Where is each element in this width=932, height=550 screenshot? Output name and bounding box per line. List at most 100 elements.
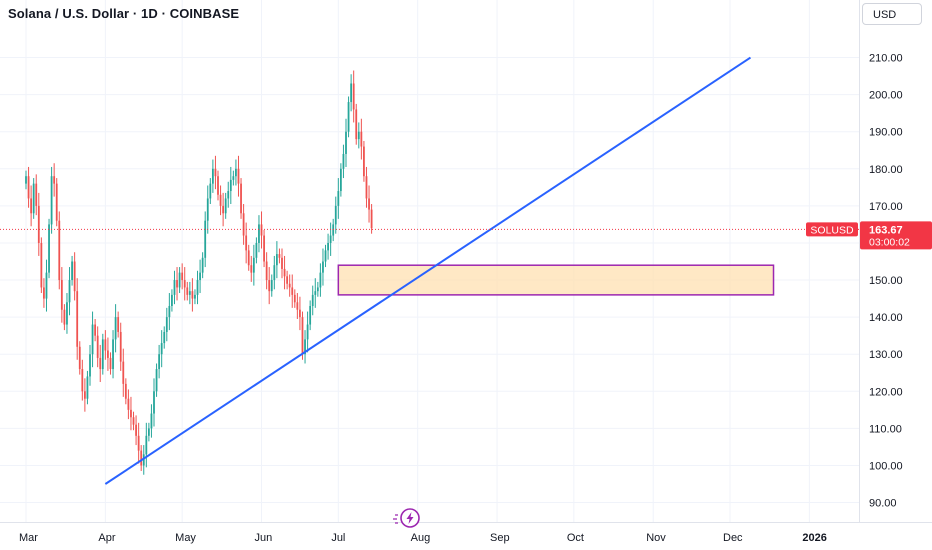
candle-body (316, 287, 319, 292)
candles (25, 70, 373, 475)
candle-body (227, 191, 230, 199)
candle-body (76, 291, 79, 347)
candle-body (363, 146, 365, 177)
candle-body (219, 194, 222, 206)
candle-body (66, 302, 68, 325)
date-tick-label: Mar (19, 532, 38, 544)
candle-body (171, 294, 173, 307)
date-tick-label: 2026 (802, 532, 826, 544)
candle-body (265, 261, 268, 281)
candle-body (55, 183, 58, 221)
candle-body (255, 242, 258, 258)
support-zone[interactable] (337, 264, 775, 296)
candle-body (342, 153, 345, 169)
candle-body (117, 317, 120, 332)
candle-body (78, 346, 81, 370)
candle-body (327, 242, 329, 251)
candle-body (124, 383, 127, 399)
candle-body (176, 280, 178, 288)
candle-body (53, 176, 56, 184)
candle-body (140, 450, 143, 466)
candle-body (275, 254, 278, 266)
candle-body (60, 280, 63, 310)
time-axis[interactable]: Mar Apr May Jun Jul Aug Sep Oct Nov Dec 2026 (19, 532, 827, 544)
candle-body (40, 242, 43, 288)
candle-body (145, 435, 148, 455)
candle-body (183, 280, 186, 288)
candle-body (109, 357, 112, 370)
candle-body (299, 309, 301, 318)
candle-body (286, 276, 289, 284)
candle-body (112, 339, 114, 370)
candle-body (147, 428, 150, 436)
date-tick-label: Apr (98, 532, 115, 544)
candle-body (99, 357, 102, 370)
candle-body (332, 224, 335, 236)
candle-body (250, 265, 253, 273)
candle-body (35, 183, 38, 206)
zone-rect (337, 264, 775, 296)
candle-body (178, 272, 181, 288)
candle-body (204, 220, 207, 258)
candle-body (357, 131, 360, 140)
candle-body (283, 268, 286, 277)
candle-body (268, 280, 271, 292)
date-tick-label: May (175, 532, 196, 544)
trendline[interactable] (104, 56, 752, 485)
candle-body (63, 309, 66, 325)
last-price-value: 163.67 (869, 224, 903, 236)
candle-body (165, 317, 168, 332)
candle-body (107, 350, 109, 358)
candle-body (163, 331, 166, 344)
candle-body (334, 205, 337, 225)
candle-body (199, 272, 201, 281)
date-tick-label: Jul (331, 532, 345, 544)
grid (0, 0, 859, 522)
candle-body (324, 250, 327, 262)
last-price-line: SOLUSD (0, 222, 859, 237)
price-tick-label: 130.00 (869, 349, 903, 361)
symbol-tag (806, 222, 858, 237)
candle-body (168, 306, 171, 318)
last-price-badge (860, 221, 932, 250)
candle-body (291, 287, 294, 295)
candle-body (260, 224, 263, 236)
chart-title: Solana / U.S. Dollar · 1D · COINBASE (8, 6, 240, 21)
price-axis[interactable]: 210.00200.00190.00180.00170.00160.00150.… (860, 53, 932, 510)
date-tick-label: Jun (255, 532, 273, 544)
candle-body (258, 224, 260, 243)
candle-body (365, 176, 368, 199)
candle-body (247, 250, 250, 266)
candle-body (360, 131, 363, 147)
candle-body (160, 343, 163, 355)
candle-body (252, 257, 255, 273)
candle-body (37, 205, 40, 243)
currency-button[interactable]: USD (862, 3, 922, 25)
candle-body (71, 261, 73, 281)
lightning-icon[interactable] (393, 508, 420, 528)
candle-body (86, 376, 89, 399)
candle-body (48, 224, 50, 273)
candle-body (322, 261, 324, 273)
candle-body (58, 220, 61, 281)
candle-body (114, 317, 117, 340)
candle-body (206, 198, 209, 221)
candle-body (191, 291, 194, 299)
candle-body (337, 191, 340, 206)
candle-body (83, 391, 86, 399)
candle-body (309, 306, 312, 325)
price-tick-label: 100.00 (869, 460, 903, 472)
candle-body (368, 198, 370, 210)
candle-body (68, 280, 71, 303)
candle-body (229, 179, 232, 192)
candle-body (94, 324, 97, 336)
candle-body (304, 339, 306, 355)
date-tick-label: Nov (646, 532, 666, 544)
candle-body (142, 454, 145, 466)
candle-body (130, 409, 132, 418)
candle-body (30, 198, 33, 214)
candle-body (319, 272, 322, 288)
candle-body (25, 176, 27, 184)
price-tick-label: 120.00 (869, 386, 903, 398)
